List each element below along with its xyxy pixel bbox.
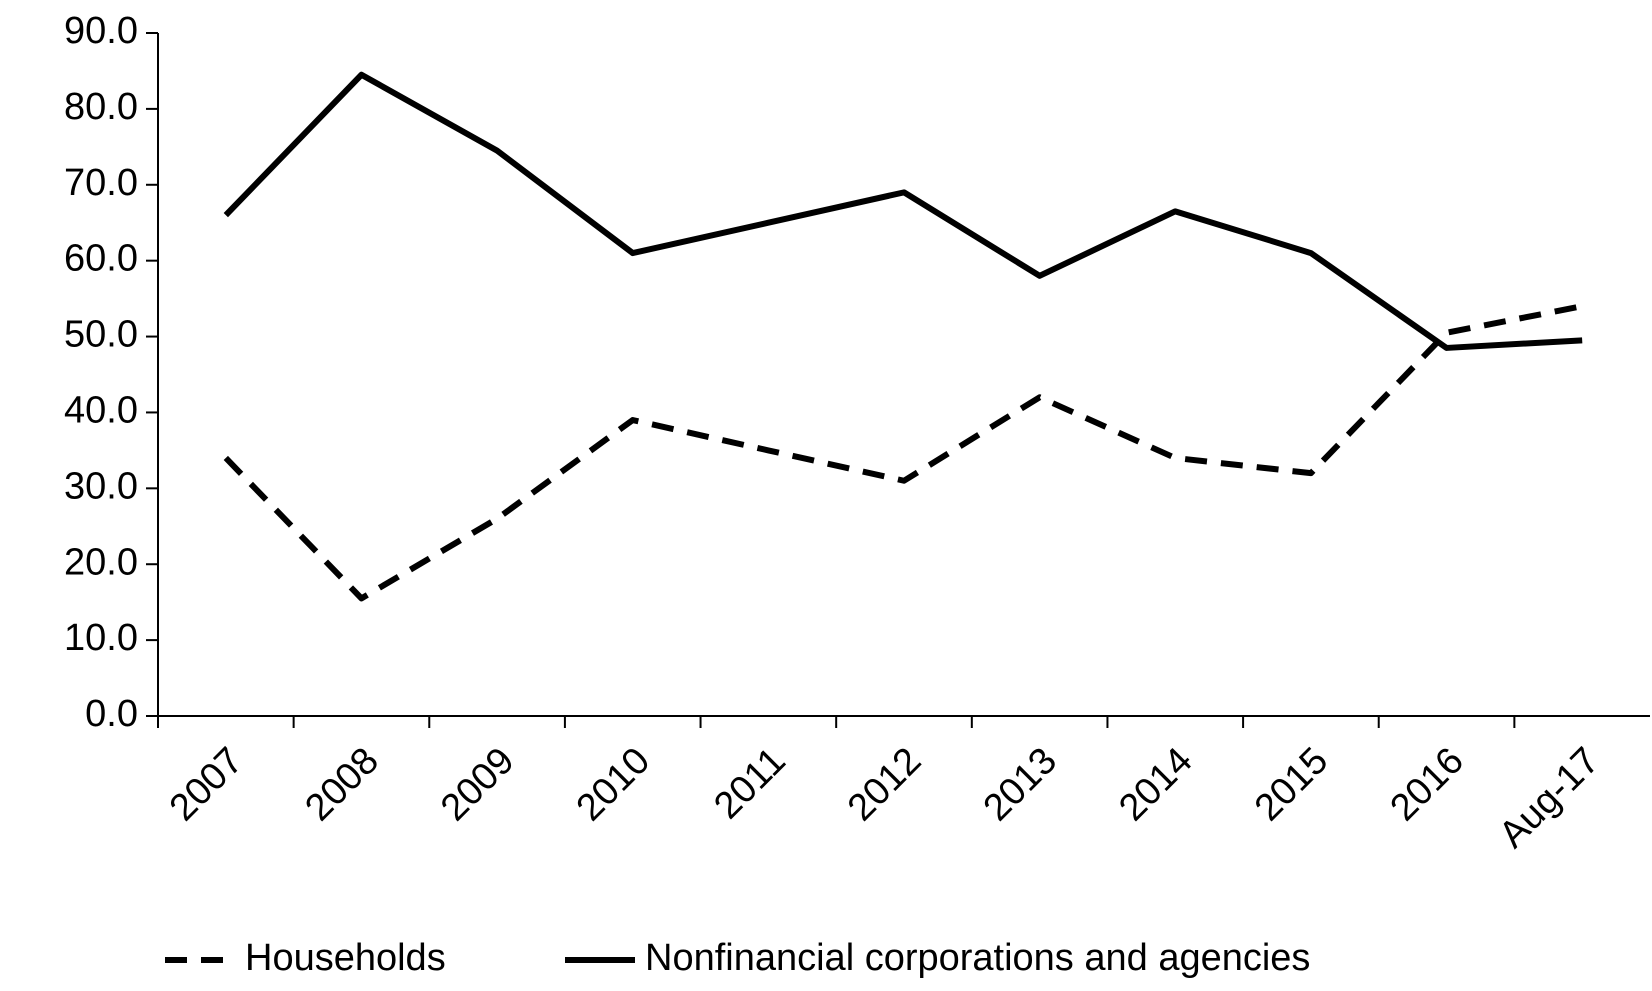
x-tick-label: Aug-17 bbox=[1491, 740, 1607, 856]
y-tick-label: 50.0 bbox=[64, 314, 138, 356]
y-tick-label: 40.0 bbox=[64, 389, 138, 431]
x-tick-label: 2012 bbox=[840, 740, 929, 829]
x-tick-label: 2010 bbox=[569, 740, 658, 829]
y-tick-label: 60.0 bbox=[64, 238, 138, 280]
x-tick-label: 2013 bbox=[976, 740, 1065, 829]
series-line bbox=[223, 303, 1583, 602]
x-tick-label: 2016 bbox=[1383, 740, 1472, 829]
x-tick-label: 2015 bbox=[1247, 740, 1336, 829]
x-tick-label: 2014 bbox=[1111, 740, 1200, 829]
legend-label: Nonfinancial corporations and agencies bbox=[645, 937, 1310, 979]
y-tick-label: 10.0 bbox=[64, 617, 138, 659]
y-tick-label: 70.0 bbox=[64, 162, 138, 204]
y-tick-label: 30.0 bbox=[64, 465, 138, 507]
x-tick-label: 2008 bbox=[297, 740, 386, 829]
y-tick-label: 0.0 bbox=[85, 693, 138, 735]
y-tick-label: 80.0 bbox=[64, 86, 138, 128]
series-line bbox=[223, 71, 1583, 351]
y-tick-label: 90.0 bbox=[64, 10, 138, 52]
x-tick-label: 2011 bbox=[706, 740, 793, 827]
legend-label: Households bbox=[245, 937, 446, 979]
x-tick-label: 2009 bbox=[433, 740, 522, 829]
x-tick-label: 2007 bbox=[162, 740, 251, 829]
y-tick-label: 20.0 bbox=[64, 541, 138, 583]
